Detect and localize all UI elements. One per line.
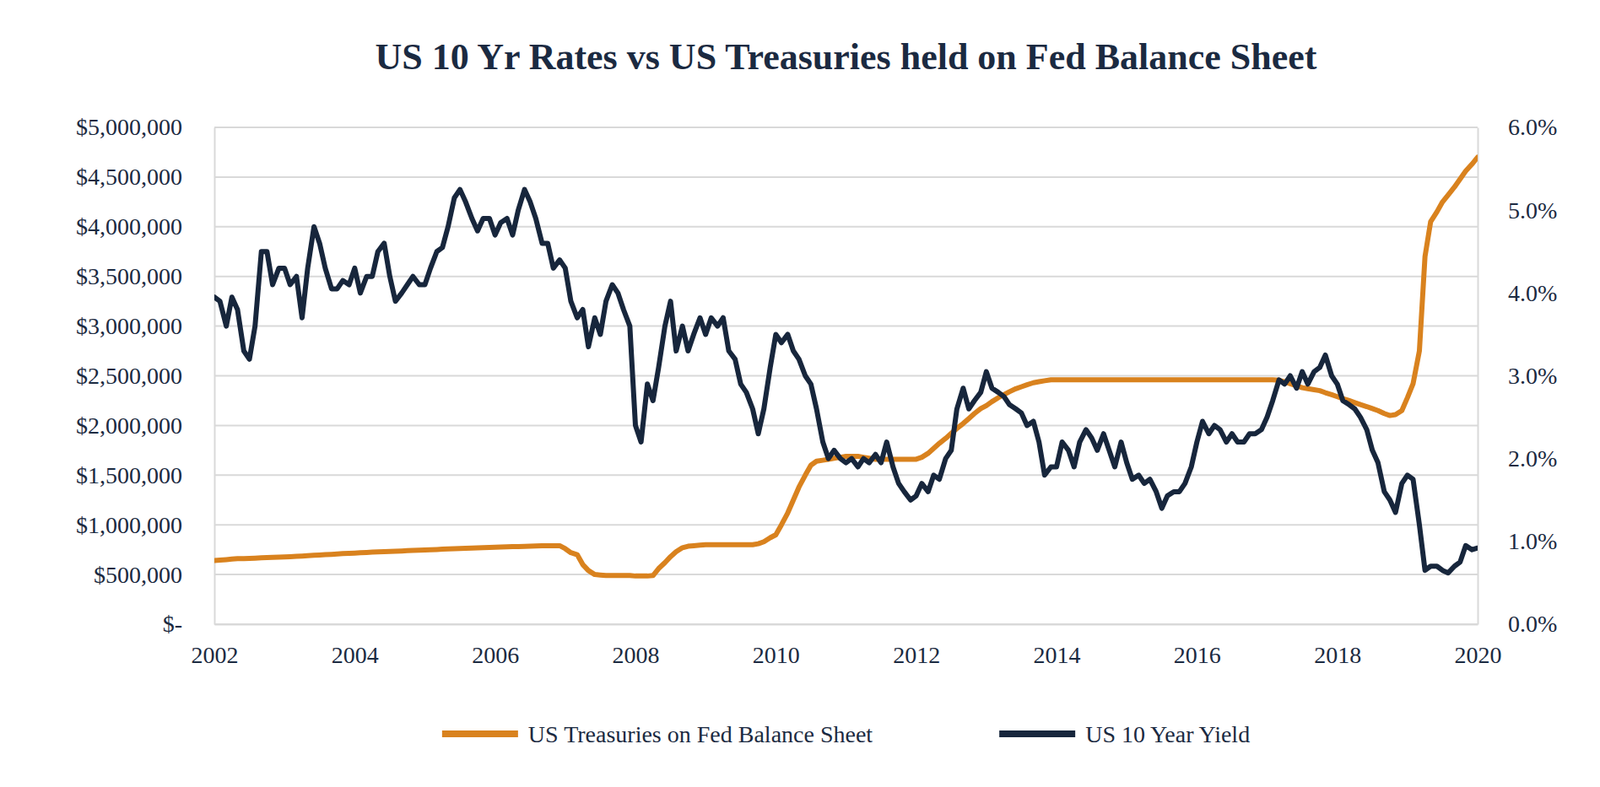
plot-area bbox=[214, 156, 1478, 577]
y-tick-label: $2,500,000 bbox=[75, 362, 183, 390]
x-tick-label: 2020 bbox=[1454, 642, 1503, 669]
y-tick-label: $1,500,000 bbox=[75, 462, 183, 489]
grid-line bbox=[214, 176, 1478, 179]
chart-title: US 10 Yr Rates vs US Treasuries held on … bbox=[375, 36, 1318, 78]
y-tick: $3,000,000 bbox=[75, 313, 215, 340]
legend-label: US Treasuries on Fed Balance Sheet bbox=[528, 721, 874, 748]
x-axis: 2002 2004 2006 2008 2010 2012 2014 2016 2018 2020 bbox=[191, 624, 1503, 669]
y-tick: $3,500,000 bbox=[75, 263, 215, 290]
y-tick: $4,000,000 bbox=[75, 213, 215, 240]
y-tick: $500,000 bbox=[93, 562, 215, 589]
legend-item: US 10 Year Yield bbox=[999, 721, 1250, 748]
y2-tick: 0.0% bbox=[1477, 610, 1557, 638]
x-tick: 2020 bbox=[1454, 624, 1503, 669]
x-tick: 2018 bbox=[1313, 624, 1362, 669]
x-tick: 2002 bbox=[191, 624, 239, 669]
series-line bbox=[214, 189, 1478, 574]
y2-tick: 6.0% bbox=[1477, 113, 1557, 141]
y-tick: $4,500,000 bbox=[75, 163, 215, 190]
grid-line bbox=[214, 424, 1478, 427]
y-tick-label: $3,000,000 bbox=[75, 313, 183, 340]
y-tick-label: $4,000,000 bbox=[75, 213, 183, 240]
y2-tick: 2.0% bbox=[1477, 445, 1557, 472]
x-tick: 2008 bbox=[612, 624, 660, 669]
x-tick: 2004 bbox=[331, 624, 379, 669]
grid bbox=[214, 127, 1478, 625]
x-tick-label: 2006 bbox=[471, 642, 519, 669]
x-tick: 2016 bbox=[1173, 624, 1222, 669]
grid-line bbox=[214, 226, 1478, 228]
grid-line bbox=[214, 126, 1478, 129]
chart-svg: US 10 Yr Rates vs US Treasuries held on … bbox=[0, 0, 1600, 787]
y2-tick: 3.0% bbox=[1477, 362, 1557, 390]
y-tick-label: $2,000,000 bbox=[75, 412, 183, 439]
background bbox=[0, 0, 1600, 787]
grid-line bbox=[214, 573, 1478, 576]
chart-container: US 10 Yr Rates vs US Treasuries held on … bbox=[0, 0, 1600, 787]
y2-tick: 4.0% bbox=[1477, 280, 1557, 307]
x-tick-label: 2012 bbox=[892, 642, 941, 669]
y-tick: $1,500,000 bbox=[75, 462, 215, 489]
legend-item: US Treasuries on Fed Balance Sheet bbox=[442, 721, 874, 748]
x-tick-label: 2002 bbox=[191, 642, 239, 669]
y2-tick-label: 6.0% bbox=[1508, 113, 1557, 141]
x-tick-label: 2008 bbox=[612, 642, 660, 669]
grid-line bbox=[214, 325, 1478, 328]
y-axis: $- $500,000 $1,000,000 $1,500,000 $2,000,000… bbox=[75, 113, 216, 638]
y-tick: $5,000,000 bbox=[75, 113, 215, 141]
series-line bbox=[214, 156, 1478, 577]
y2-tick-label: 1.0% bbox=[1508, 528, 1557, 555]
y2-axis: 0.0% 1.0% 2.0% 3.0% 4.0% 5.0% 6.0% bbox=[1477, 113, 1557, 638]
x-tick: 2012 bbox=[892, 624, 941, 669]
y-tick: $- bbox=[162, 610, 215, 638]
y2-tick: 1.0% bbox=[1477, 528, 1557, 555]
grid-line bbox=[214, 623, 1478, 626]
y-tick-label: $3,500,000 bbox=[75, 263, 183, 290]
x-tick: 2014 bbox=[1033, 624, 1082, 669]
y2-tick: 5.0% bbox=[1477, 197, 1557, 224]
y2-tick-label: 4.0% bbox=[1508, 280, 1557, 307]
x-tick-label: 2016 bbox=[1173, 642, 1222, 669]
y2-tick-label: 2.0% bbox=[1508, 445, 1557, 472]
x-tick-label: 2014 bbox=[1033, 642, 1082, 669]
x-tick-label: 2010 bbox=[752, 642, 800, 669]
grid-line bbox=[214, 275, 1478, 278]
x-tick: 2006 bbox=[471, 624, 519, 669]
y-tick-label: $1,000,000 bbox=[75, 512, 183, 539]
legend-label: US 10 Year Yield bbox=[1085, 721, 1250, 748]
y-tick: $2,000,000 bbox=[75, 412, 215, 439]
grid-line bbox=[214, 474, 1478, 476]
x-axis-line bbox=[215, 624, 1479, 627]
y-tick-label: $5,000,000 bbox=[75, 113, 183, 141]
y-tick-label: $4,500,000 bbox=[75, 163, 183, 190]
y2-tick-label: 5.0% bbox=[1508, 197, 1557, 224]
grid-line bbox=[214, 524, 1478, 526]
y-axis-line bbox=[214, 128, 217, 626]
x-tick-label: 2018 bbox=[1313, 642, 1362, 669]
y2-tick-label: 3.0% bbox=[1508, 362, 1557, 390]
x-tick: 2010 bbox=[752, 624, 800, 669]
legend-swatch bbox=[999, 730, 1076, 738]
legend-swatch bbox=[442, 730, 519, 738]
x-tick-label: 2004 bbox=[331, 642, 379, 669]
y-tick-label: $- bbox=[162, 610, 183, 638]
y-tick: $1,000,000 bbox=[75, 512, 215, 539]
y-tick-label: $500,000 bbox=[93, 562, 183, 589]
y-tick: $2,500,000 bbox=[75, 362, 215, 390]
y2-tick-label: 0.0% bbox=[1508, 610, 1557, 638]
legend: US Treasuries on Fed Balance Sheet US 10 … bbox=[442, 721, 1250, 748]
